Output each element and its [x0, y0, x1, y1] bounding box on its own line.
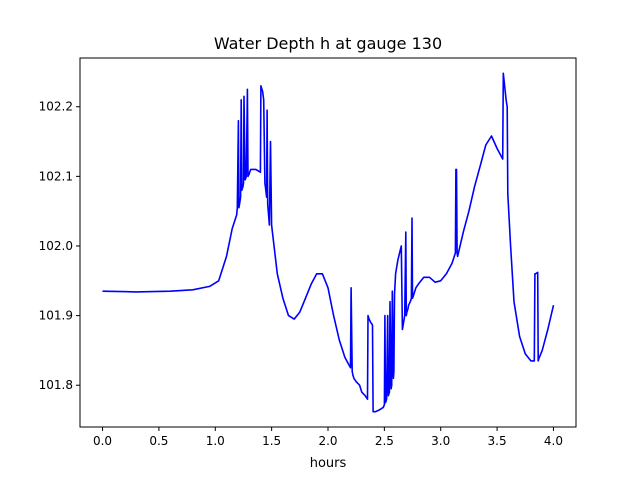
chart-title: Water Depth h at gauge 130: [214, 34, 442, 53]
y-tick-label: 101.9: [39, 309, 73, 323]
x-tick-label: 1.0: [206, 434, 225, 448]
x-tick-label: 3.5: [488, 434, 507, 448]
x-tick-label: 2.5: [375, 434, 394, 448]
plot-area: [102, 72, 555, 413]
x-tick-label: 3.0: [431, 434, 450, 448]
x-tick-label: 0.0: [93, 434, 112, 448]
y-tick-label: 102.2: [39, 100, 73, 114]
y-tick-label: 102.1: [39, 169, 73, 183]
y-axis: 101.8 101.9 102.0 102.1 102.2: [39, 100, 80, 392]
x-tick-label: 1.5: [262, 434, 281, 448]
x-axis: 0.0 0.5 1.0 1.5 2.0 2.5 3.0 3.5 4.0: [93, 427, 563, 448]
y-tick-label: 101.8: [39, 378, 73, 392]
series-line: [102, 72, 555, 413]
x-tick-label: 4.0: [544, 434, 563, 448]
x-tick-label: 2.0: [318, 434, 337, 448]
x-axis-label: hours: [310, 456, 347, 471]
x-tick-label: 0.5: [149, 434, 168, 448]
y-tick-label: 102.0: [39, 239, 73, 253]
